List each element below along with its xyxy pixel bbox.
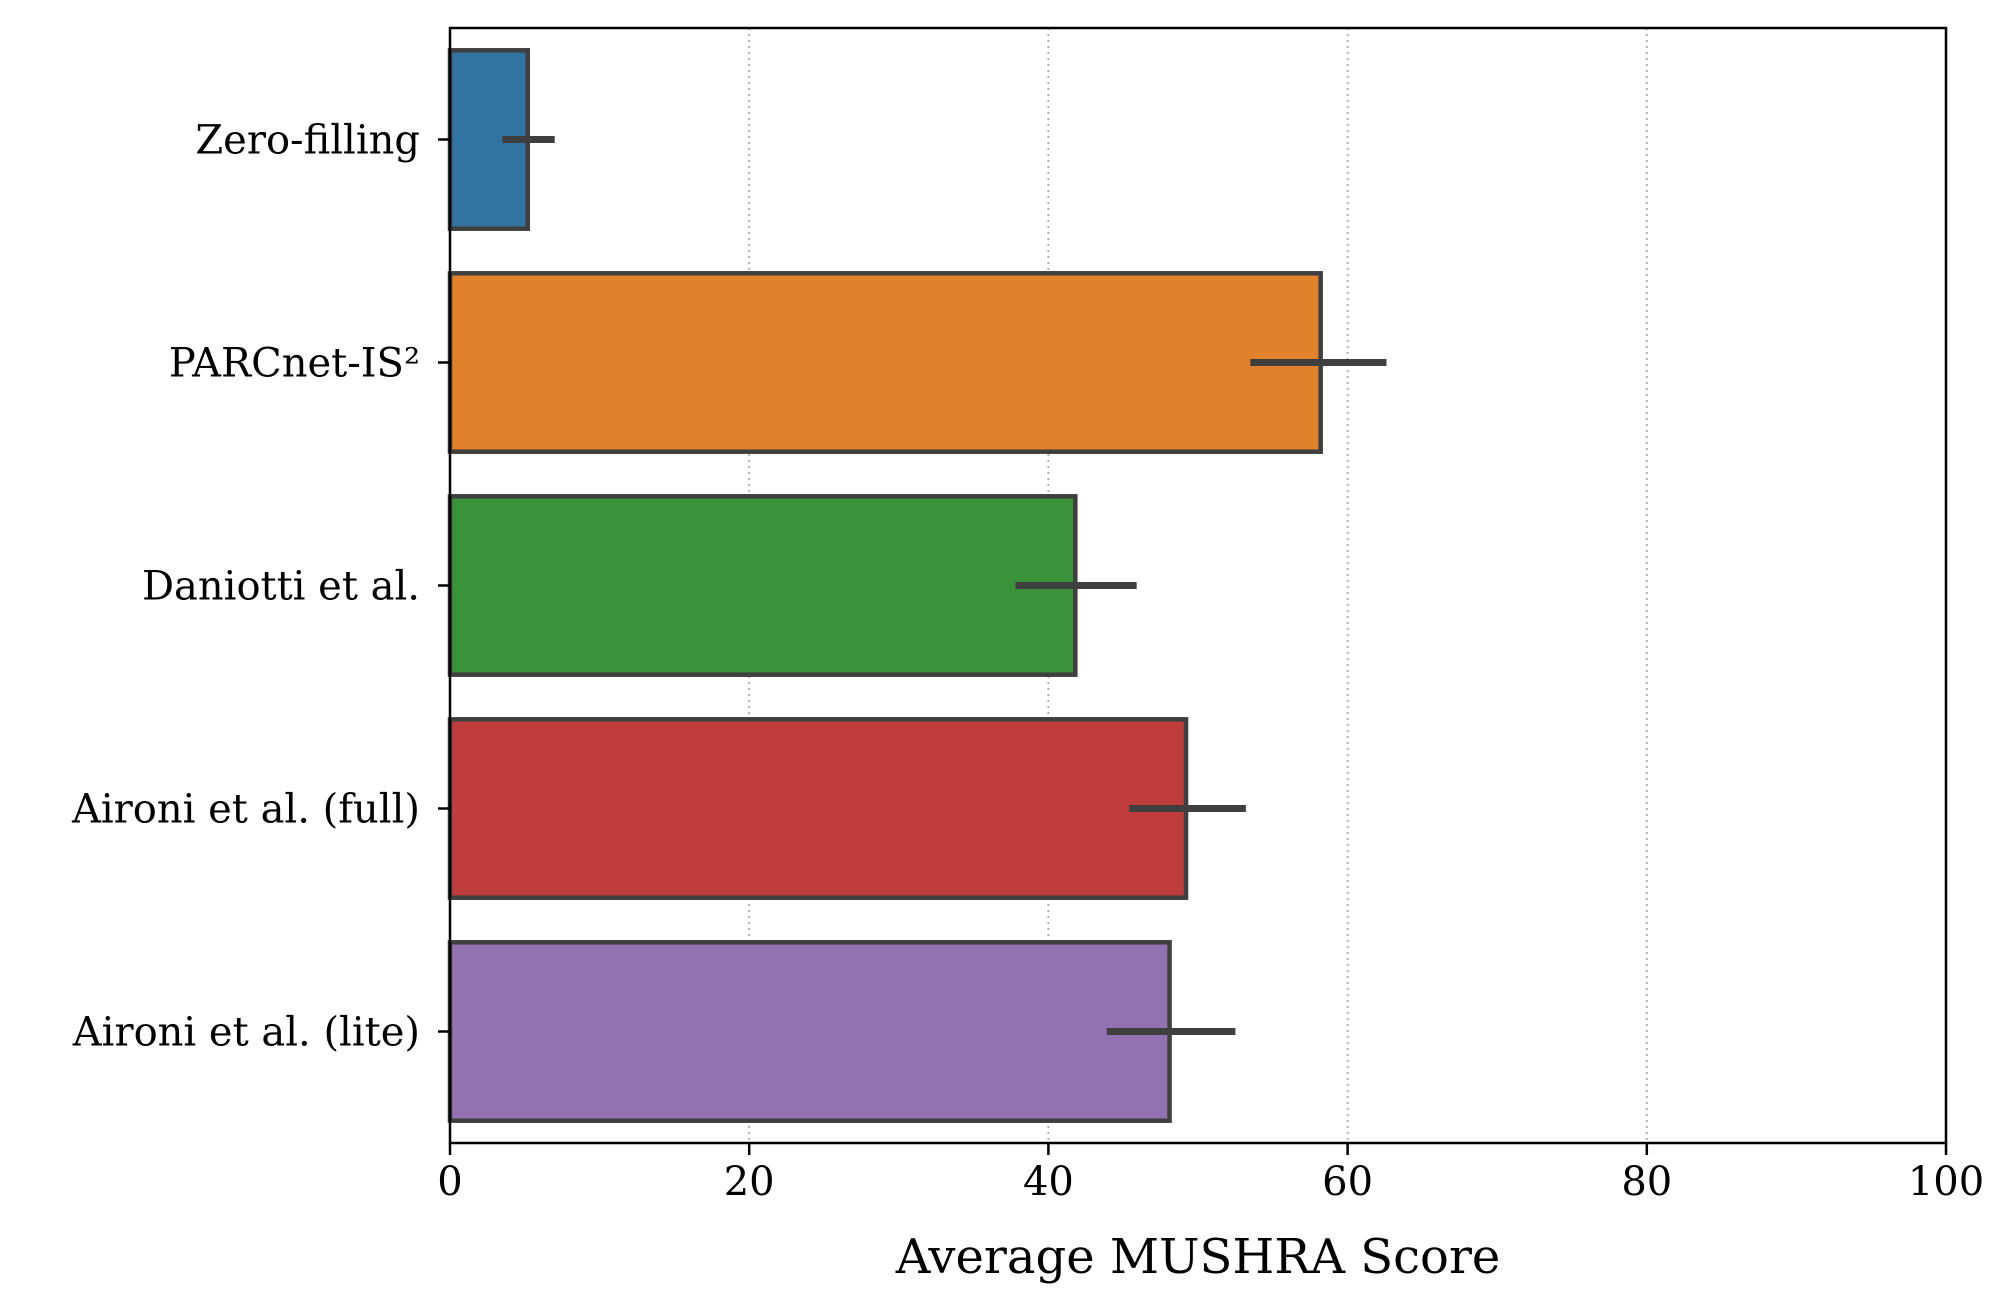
bar-3 (447, 717, 1189, 900)
bars (447, 48, 1323, 1123)
bar-4 (447, 940, 1172, 1123)
x-axis-ticks: 0 20 40 60 80 100 (437, 1143, 1984, 1205)
y-tick-label-2: Daniotti et al. (142, 564, 420, 610)
y-tick-label-4: Aironi et al. (lite) (72, 1010, 420, 1056)
error-bars (502, 136, 1387, 1035)
x-tick-label-100: 100 (1908, 1159, 1984, 1205)
x-tick-label-40: 40 (1023, 1159, 1074, 1205)
y-tick-label-3: Aironi et al. (full) (71, 787, 420, 833)
bar-1 (447, 271, 1323, 454)
x-tick-label-20: 20 (724, 1159, 775, 1205)
y-tick-label-0: Zero-filling (195, 118, 420, 164)
bar-2 (447, 494, 1078, 677)
x-tick-label-0: 0 (437, 1159, 462, 1205)
x-tick-label-60: 60 (1322, 1159, 1373, 1205)
x-tick-label-80: 80 (1621, 1159, 1672, 1205)
x-axis-title: Average MUSHRA Score (895, 1229, 1501, 1285)
y-tick-label-1: PARCnet-IS² (169, 341, 420, 387)
y-axis-ticks: Zero-filling PARCnet-IS² Daniotti et al. Ai… (71, 118, 450, 1056)
